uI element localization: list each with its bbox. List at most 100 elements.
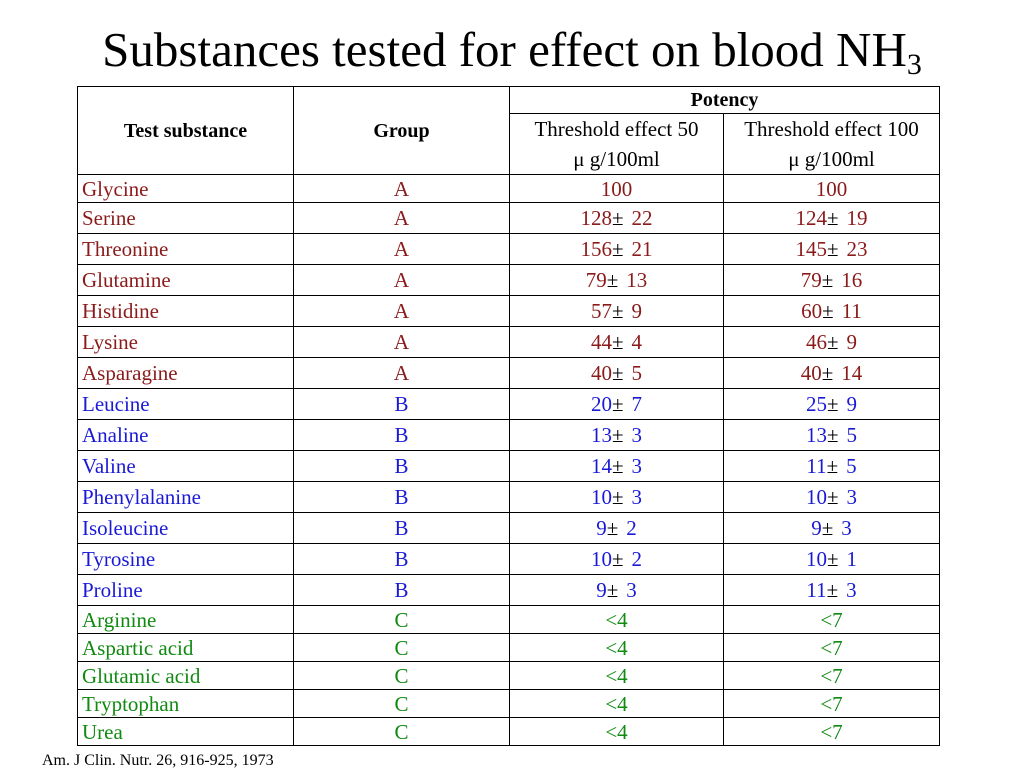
threshold-50-cell: 44± 4 [509,326,724,358]
threshold-100-cell: 100 [722,174,941,203]
mean-value: 100 [815,176,848,201]
header-threshold-50-line1: Threshold effect 50 [534,117,699,141]
plus-minus-sign: ± [826,423,839,447]
plus-minus-sign: ± [826,454,839,478]
plus-minus-sign: ± [821,268,834,292]
threshold-100-cell: 9± 3 [722,512,941,544]
sd-value: 1 [846,547,858,571]
header-test-substance: Test substance [77,86,294,175]
threshold-50-cell: 9± 3 [509,574,724,606]
threshold-100-cell: 124± 19 [722,202,941,234]
sd-value: 4 [631,330,643,354]
substances-table: Test substance Group Potency Threshold e… [77,86,941,746]
threshold-50-cell: 79± 13 [509,264,724,296]
table-row: Glutamine A 79± 13 79± 16 [77,264,941,296]
group-cell: A [293,202,510,234]
plus-minus-sign: ± [611,206,624,230]
table-row: Asparagine A 40± 5 40± 14 [77,357,941,389]
header-group: Group [293,86,510,175]
threshold-100-cell: <7 [722,717,941,746]
threshold-50-cell: <4 [509,661,724,690]
plus-minus-sign: ± [611,423,624,447]
mean-value: <4 [605,719,628,744]
plus-minus-sign: ± [606,516,619,540]
plus-minus-sign: ± [826,206,839,230]
group-cell: B [293,481,510,513]
threshold-50-cell: 10± 3 [509,481,724,513]
threshold-100-cell: 46± 9 [722,326,941,358]
table-row: Lysine A 44± 4 46± 9 [77,326,941,358]
threshold-50-cell: <4 [509,689,724,718]
threshold-100-cell: 11± 3 [722,574,941,606]
group-cell: C [293,605,510,634]
group-cell: A [293,357,510,389]
substance-name: Tryptophan [77,689,294,718]
group-cell: C [293,661,510,690]
plus-minus-sign: ± [611,330,624,354]
threshold-50-cell: 100 [509,174,724,203]
sd-value: 5 [846,423,858,447]
table-row: Serine A 128± 22 124± 19 [77,202,941,234]
mean-value: 10 [805,547,827,571]
substance-name: Analine [77,419,294,451]
substance-name: Isoleucine [77,512,294,544]
substance-name: Histidine [77,295,294,327]
title-subscript: 3 [906,48,922,81]
threshold-100-cell: <7 [722,633,941,662]
sd-value: 5 [846,454,857,478]
plus-minus-sign: ± [611,485,624,509]
threshold-100-cell: 10± 1 [722,543,941,575]
sd-value: 7 [631,392,643,416]
table-row: Urea C <4 <7 [77,717,941,746]
plus-minus-sign: ± [611,237,624,261]
threshold-50-cell: 156± 21 [509,233,724,265]
mean-value: <7 [820,635,843,660]
substance-name: Urea [77,717,294,746]
substance-name: Valine [77,450,294,482]
substance-name: Threonine [77,233,294,265]
plus-minus-sign: ± [826,392,839,416]
mean-value: 10 [590,547,612,571]
mean-value: <4 [605,635,628,660]
plus-minus-sign: ± [826,485,839,509]
group-cell: B [293,450,510,482]
threshold-50-cell: 20± 7 [509,388,724,420]
mean-value: <4 [605,663,628,688]
header-potency: Potency [508,86,941,114]
table-row: Arginine C <4 <7 [77,605,941,634]
sd-value: 3 [846,578,857,602]
substance-name: Arginine [77,605,294,634]
threshold-50-cell: 128± 22 [509,202,724,234]
mean-value: 11 [806,578,827,602]
sd-value: 22 [631,206,653,230]
sd-value: 9 [846,330,858,354]
mean-value: <7 [820,607,843,632]
mean-value: 9 [811,516,822,540]
sd-value: 3 [631,423,643,447]
threshold-100-cell: <7 [722,661,941,690]
plus-minus-sign: ± [611,299,624,323]
plus-minus-sign: ± [821,361,834,385]
mean-value: 46 [805,330,827,354]
threshold-100-cell: <7 [722,605,941,634]
plus-minus-sign: ± [606,268,619,292]
table-row: Proline B 9± 3 11± 3 [77,574,941,606]
threshold-100-cell: 11± 5 [722,450,941,482]
table-row: Tryptophan C <4 <7 [77,689,941,718]
mean-value: 20 [590,392,612,416]
threshold-50-cell: 10± 2 [509,543,724,575]
group-cell: B [293,543,510,575]
citation: Am. J Clin. Nutr. 26, 916-925, 1973 [42,752,274,769]
threshold-100-cell: 79± 16 [722,264,941,296]
mean-value: 44 [590,330,612,354]
header-threshold-100: Threshold effect 100 μ g/100ml [722,113,941,175]
substance-name: Lysine [77,326,294,358]
sd-value: 2 [631,547,643,571]
group-cell: C [293,689,510,718]
mean-value: 79 [585,268,607,292]
sd-value: 3 [631,454,643,478]
page-title: Substances tested for effect on blood NH… [0,20,1024,80]
mean-value: <7 [820,719,843,744]
table-row: Leucine B 20± 7 25± 9 [77,388,941,420]
header-threshold-50-line2: μ g/100ml [573,147,660,171]
